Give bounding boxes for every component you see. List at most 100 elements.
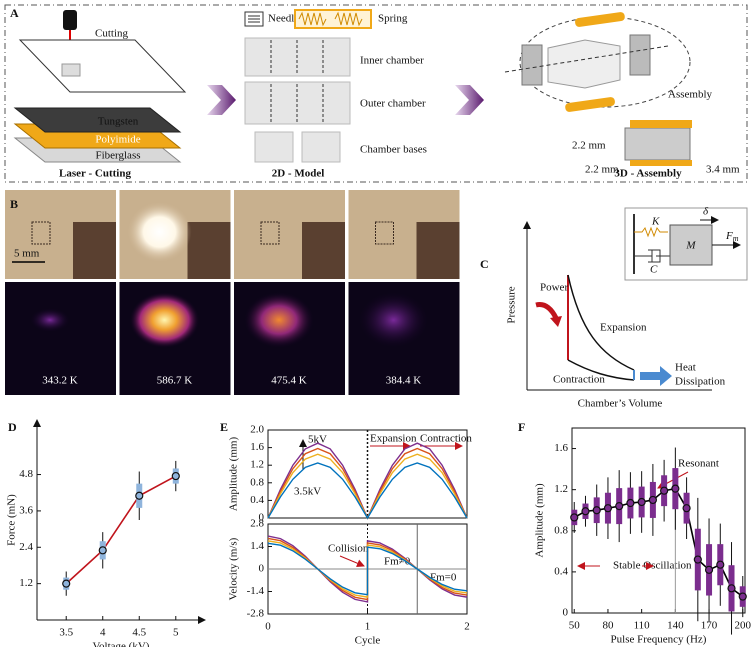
- step-label: Laser - Cutting: [59, 168, 131, 180]
- device: [624, 127, 691, 161]
- y-tick-label: 2.0: [250, 424, 264, 436]
- assembly-path: [519, 16, 691, 108]
- box: [649, 481, 656, 518]
- power-arrow: [550, 316, 562, 327]
- x-tick-label: 140: [667, 620, 684, 632]
- fold-line: [270, 40, 324, 74]
- k-label: K: [651, 216, 660, 228]
- ir-glow: [30, 308, 70, 332]
- annotation: Collision: [328, 543, 369, 555]
- y-tick-label: -1.4: [247, 585, 265, 597]
- outer-chamber: [244, 81, 351, 125]
- y-tick-label: -2.8: [247, 608, 265, 620]
- y-tick-label: 0: [259, 563, 265, 575]
- panel-d: D: [8, 420, 17, 434]
- power-arrow: [535, 302, 559, 320]
- y-tick-label: 1.2: [250, 459, 264, 471]
- heat-label: Heat: [675, 362, 696, 374]
- box: [616, 488, 623, 525]
- photo-ir: [5, 282, 116, 395]
- step-label: 2D - Model: [272, 168, 325, 180]
- point: [603, 504, 613, 513]
- base: [629, 34, 651, 76]
- y-axis-label: Velocity (m/s): [228, 537, 240, 600]
- point: [570, 513, 579, 522]
- spring: [575, 12, 625, 27]
- mass-block: [669, 224, 713, 266]
- box: [593, 497, 600, 524]
- spring-k: [634, 226, 668, 238]
- spring: [630, 160, 692, 166]
- point: [704, 565, 714, 574]
- y-axis-label: Amplitude (mm): [228, 437, 240, 512]
- force-label: Fm: [725, 230, 739, 243]
- box: [717, 544, 724, 586]
- stage-label: Expansion: [600, 322, 647, 334]
- panel-a: A Cutting Tungsten Polyimide Fiberglass …: [4, 4, 748, 183]
- y-tick-label: 0.8: [554, 524, 568, 536]
- point: [62, 579, 71, 588]
- scale-text: 5 mm: [14, 248, 40, 260]
- y-axis-label: Force (mN): [6, 494, 18, 546]
- point: [648, 495, 657, 505]
- chamber: [547, 39, 621, 89]
- stage-label: Contraction: [553, 374, 605, 386]
- panel-label: D: [8, 420, 17, 434]
- ir-glow: [129, 292, 200, 348]
- part-label: Chamber bases: [360, 144, 427, 156]
- panel-c: C Pressure Chamber’s Volume Power Expans…: [480, 206, 748, 410]
- x-tick-label: 3.5: [59, 627, 73, 639]
- base: [521, 44, 543, 86]
- cutting-text: Cutting: [95, 28, 129, 40]
- x-tick-label: 110: [634, 620, 651, 632]
- box: [694, 528, 701, 591]
- x-tick-label: 5: [173, 627, 179, 639]
- heat-arrow: [640, 366, 672, 386]
- layer-label: Tungsten: [98, 116, 139, 128]
- panel-b: B 5 mm: [10, 197, 45, 263]
- box: [638, 486, 645, 518]
- point: [615, 502, 624, 511]
- box: [706, 544, 713, 596]
- series-line: [267, 542, 468, 596]
- point: [716, 560, 725, 569]
- x-tick-label: 200: [735, 620, 752, 632]
- fit-line: [573, 487, 744, 598]
- y-tick-label: 0.4: [250, 494, 264, 506]
- fit-line: [65, 475, 177, 585]
- y-tick-label: 0.4: [554, 565, 568, 577]
- y-tick-label: 1.2: [554, 483, 568, 495]
- box: [571, 509, 578, 526]
- box: [63, 577, 70, 590]
- point: [660, 486, 669, 495]
- layer: [13, 107, 182, 133]
- expansion-curve: [567, 274, 635, 371]
- box: [604, 492, 611, 524]
- laser-head: [63, 10, 77, 30]
- x-tick-label: 0: [265, 621, 271, 633]
- x-axis-label: Cycle: [355, 635, 381, 647]
- panel-label: A: [10, 6, 19, 20]
- spring: [565, 97, 615, 112]
- layer-label: Polyimide: [95, 134, 140, 146]
- y-tick-label: 2.4: [19, 541, 33, 553]
- annotation: Fm=0: [430, 572, 457, 584]
- x-axis-label: Pulse Frequency (Hz): [611, 634, 707, 646]
- ir-glow: [358, 292, 429, 348]
- temperature: 343.2 K: [42, 375, 78, 387]
- box: [661, 475, 668, 507]
- device: [375, 221, 394, 245]
- block: [302, 222, 345, 279]
- panel-f: F Resonant Stable Oscillation: [518, 420, 719, 572]
- annotation: Resonant: [678, 458, 719, 470]
- box: [739, 586, 746, 607]
- x-tick-label: 80: [602, 620, 614, 632]
- axis-label: Chamber’s Volume: [578, 398, 663, 410]
- annotation: Expansion: [370, 433, 417, 445]
- y-tick-label: 3.6: [19, 504, 33, 516]
- c-label: C: [650, 264, 658, 276]
- mass-label: M: [685, 240, 696, 252]
- panel-label: C: [480, 257, 489, 271]
- cut-piece: [61, 63, 81, 77]
- y-tick-label: 1.6: [250, 441, 264, 453]
